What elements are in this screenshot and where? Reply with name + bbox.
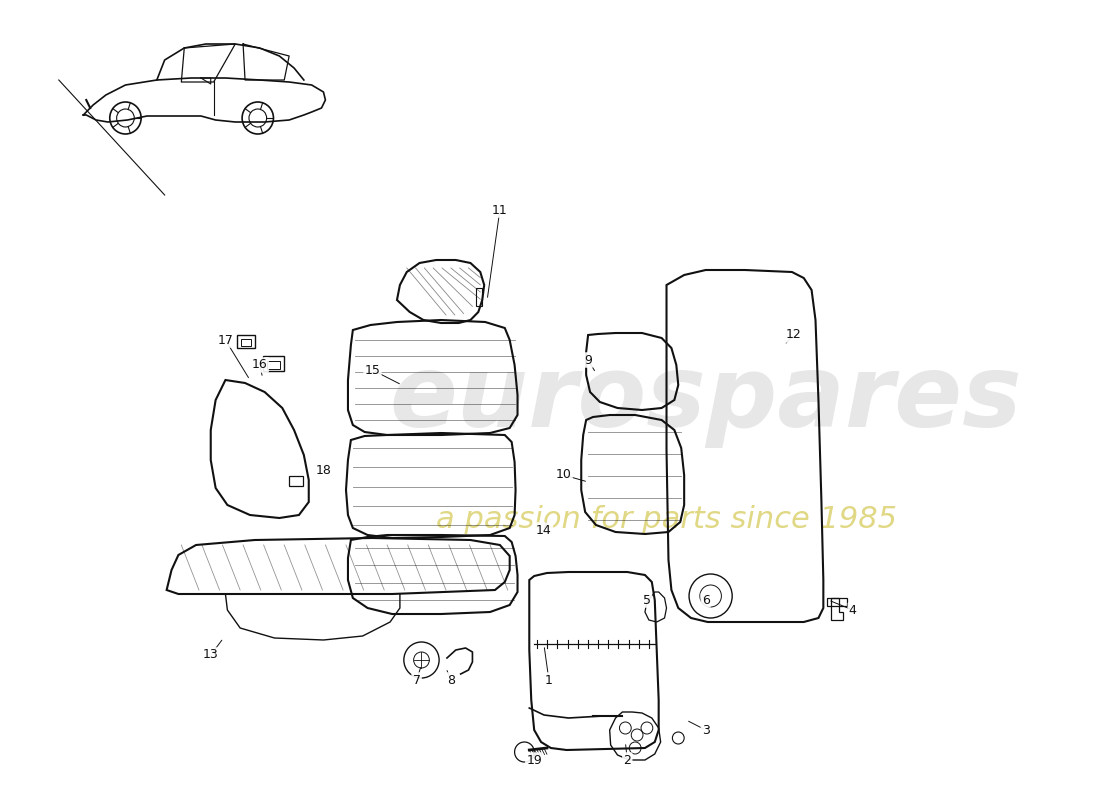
Text: 4: 4 xyxy=(849,603,857,617)
Text: 19: 19 xyxy=(526,754,542,766)
Bar xyxy=(476,288,482,306)
Text: 17: 17 xyxy=(218,334,233,346)
Text: 9: 9 xyxy=(584,354,592,366)
Bar xyxy=(289,476,302,486)
Text: 13: 13 xyxy=(202,649,219,662)
Bar xyxy=(241,339,251,346)
Text: 18: 18 xyxy=(316,463,331,477)
Bar xyxy=(263,356,284,371)
Text: 15: 15 xyxy=(364,363,381,377)
Text: 10: 10 xyxy=(556,469,572,482)
Text: 16: 16 xyxy=(252,358,267,371)
Text: 5: 5 xyxy=(642,594,651,606)
Text: eurospares: eurospares xyxy=(389,351,1022,449)
Text: 2: 2 xyxy=(624,754,631,766)
Bar xyxy=(238,335,255,348)
Text: a passion for parts since 1985: a passion for parts since 1985 xyxy=(436,506,896,534)
Text: 14: 14 xyxy=(536,523,552,537)
Text: 7: 7 xyxy=(412,674,420,686)
Bar xyxy=(266,361,280,369)
Text: 11: 11 xyxy=(492,203,508,217)
Text: 8: 8 xyxy=(447,674,455,686)
Text: 12: 12 xyxy=(786,329,802,342)
Bar xyxy=(827,598,847,606)
Text: 3: 3 xyxy=(702,723,710,737)
Text: 6: 6 xyxy=(702,594,710,606)
Text: 1: 1 xyxy=(544,674,553,686)
